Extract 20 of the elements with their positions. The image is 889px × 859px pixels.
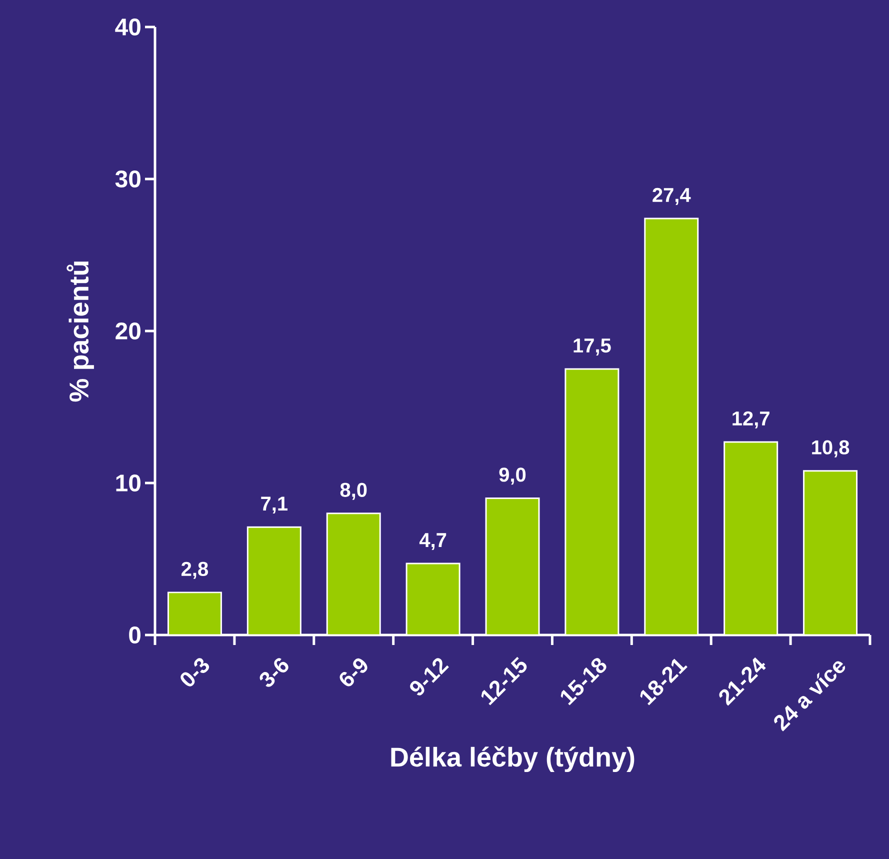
- y-axis-title: % pacientů: [66, 262, 94, 402]
- data-label: 4,7: [419, 533, 446, 550]
- data-label: 12,7: [732, 411, 770, 428]
- x-tick-label: 0-3: [180, 658, 210, 686]
- x-axis-title: Délka léčby (týdny): [391, 746, 634, 772]
- x-tick-label: 24 a více: [774, 661, 846, 732]
- data-label: 10,8: [812, 440, 850, 458]
- data-label: 17,5: [574, 338, 611, 356]
- data-label: 27,4: [652, 188, 691, 205]
- x-tick-label: 6-9: [340, 658, 368, 686]
- y-tick-label: 0: [129, 626, 140, 644]
- x-tick-label: 3-6: [260, 658, 288, 687]
- data-label: 8,0: [340, 482, 367, 500]
- data-label: 7,1: [261, 496, 288, 514]
- data-label: 9,0: [499, 468, 526, 485]
- y-tick-label: 10: [116, 474, 140, 492]
- y-tick-label: 30: [115, 170, 140, 188]
- y-tick-label: 40: [115, 18, 140, 36]
- y-tick-label: 20: [116, 322, 140, 340]
- data-label: 2,8: [182, 562, 208, 579]
